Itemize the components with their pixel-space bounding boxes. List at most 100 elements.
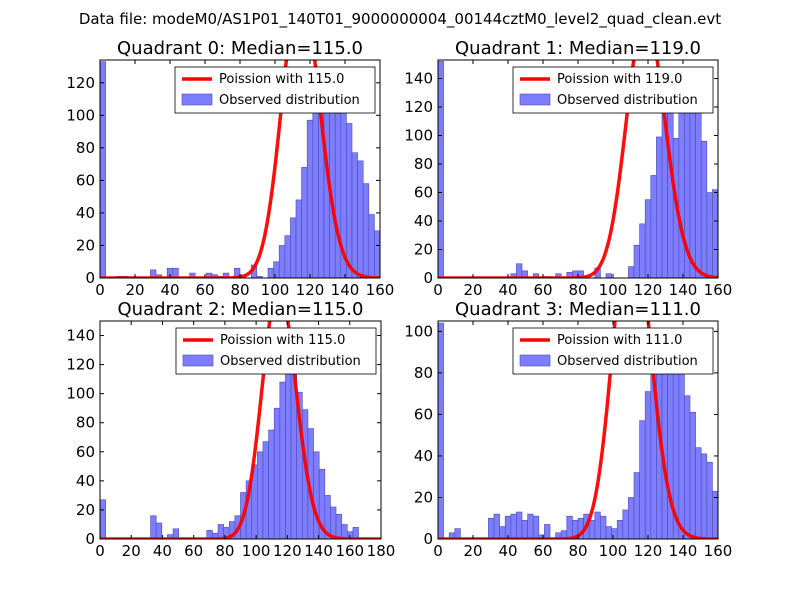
x-tick-label: 0 (95, 542, 105, 560)
y-tick-label: 120 (66, 74, 95, 92)
legend-bar-swatch (182, 354, 214, 367)
y-tick-label: 140 (66, 327, 95, 345)
legend-poisson-label: Poission with 115.0 (219, 72, 344, 87)
histogram-bar (521, 270, 528, 278)
histogram-bar (616, 520, 624, 539)
x-tick-label: 160 (704, 281, 733, 299)
histogram-bar (532, 273, 540, 278)
histogram-bar (189, 272, 196, 278)
x-tick-label: 120 (634, 542, 663, 560)
histogram-bar (330, 506, 337, 539)
histogram-bar (740, 271, 746, 278)
y-tick-label: 40 (414, 212, 433, 230)
subplot-quadrant-3: 0 20 40 60 80 100 120 140 160 0 20 40 60 80 100 Quadran… (404, 299, 746, 560)
legend-poisson-label: Poission with 115.0 (220, 333, 345, 348)
histogram-bar (712, 189, 718, 278)
histogram-bar (438, 61, 444, 278)
x-tick-label: 0 (95, 281, 105, 299)
x-tick-label: 60 (195, 281, 214, 299)
histogram-bar (334, 113, 342, 278)
histogram-bar (689, 412, 696, 539)
histogram-bar (644, 199, 652, 278)
poisson-curve (100, 321, 381, 539)
histogram-bar (729, 531, 735, 539)
histogram-bar (438, 322, 444, 539)
legend-box (175, 327, 377, 375)
subplot-quadrant-1: 0 20 40 60 80 100 120 140 160 0 20 40 60 80 100 120 140 Q… (404, 38, 758, 299)
y-tick-label: 60 (76, 443, 95, 461)
x-tick-label: 20 (463, 542, 482, 560)
histogram-bar (357, 160, 364, 278)
x-tick-label: 160 (366, 281, 395, 299)
histogram-bar (379, 245, 380, 278)
histogram-bar (752, 274, 758, 278)
histogram-bar (306, 119, 314, 278)
x-tick-label: 20 (125, 281, 144, 299)
y-tick-label: 80 (414, 155, 433, 173)
histogram-bar (257, 451, 264, 539)
histogram-bar (313, 451, 320, 539)
y-tick-label: 40 (76, 204, 95, 222)
y-tick-label: 0 (423, 530, 433, 548)
x-tick-label: 100 (261, 281, 290, 299)
histogram-bar (717, 216, 718, 278)
legend: Poission with 111.0 Observed distribution (512, 327, 714, 375)
legend: Poission with 115.0 Observed distribution (175, 327, 377, 375)
histogram-bar (706, 461, 713, 539)
histogram-bar (712, 490, 718, 539)
histogram-bar (746, 274, 752, 278)
plot-area (100, 321, 381, 539)
legend-observed-label: Observed distribution (219, 93, 360, 108)
y-tick-label: 60 (414, 405, 433, 423)
histogram-bar (724, 235, 730, 278)
legend-bar-swatch (519, 93, 551, 106)
x-tick-label: 0 (433, 281, 443, 299)
y-tick-label: 0 (423, 269, 433, 287)
histogram-bar (397, 271, 403, 278)
subplots-grid: 0 20 40 60 80 100 120 140 160 0 20 40 60 80 100 120 Quad… (66, 38, 758, 560)
histogram-bar (493, 513, 500, 539)
histogram-bar (488, 517, 495, 539)
y-tick-label: 80 (76, 414, 95, 432)
y-tick-label: 100 (404, 322, 433, 340)
legend: Poission with 115.0 Observed distribution (174, 66, 376, 114)
x-tick-label: 60 (533, 542, 552, 560)
histogram-bar (706, 192, 713, 278)
histogram-bar (100, 61, 106, 278)
histogram-bar (628, 266, 635, 278)
legend-observed-label: Observed distribution (557, 93, 698, 108)
y-tick-label: 40 (414, 447, 433, 465)
y-tick-label: 0 (85, 530, 95, 548)
x-tick-label: 100 (242, 542, 271, 560)
y-tick-label: 80 (76, 139, 95, 157)
y-tick-label: 120 (66, 356, 95, 374)
histogram-bar (695, 447, 702, 539)
y-tick-label: 100 (66, 385, 95, 403)
x-tick-label: 20 (463, 281, 482, 299)
y-tick-label: 20 (76, 501, 95, 519)
histogram-bar (689, 106, 696, 278)
legend-poisson-label: Poission with 111.0 (557, 333, 682, 348)
x-tick-label: 40 (498, 281, 517, 299)
histogram-bar (700, 453, 708, 539)
histogram-bar (312, 106, 319, 278)
subplot-title: Quadrant 0: Median=115.0 (117, 38, 363, 59)
x-tick-label: 140 (669, 281, 698, 299)
histogram-bar (695, 112, 702, 278)
plot-area (438, 321, 746, 539)
histogram-bar (544, 524, 551, 539)
legend-bar-swatch (181, 93, 213, 106)
histogram-bar (650, 175, 657, 278)
x-tick-label: 80 (230, 281, 249, 299)
x-tick-label: 0 (433, 542, 443, 560)
histogram-bar (633, 244, 640, 278)
histogram-bar (527, 513, 534, 539)
histogram-bar (588, 520, 596, 539)
x-tick-label: 120 (296, 281, 325, 299)
subplot-quadrant-2: 0 20 40 60 80 100 120 140 160 1800204060801001201… (66, 299, 395, 560)
histogram-bar (740, 533, 746, 539)
x-tick-label: 160 (704, 542, 733, 560)
histogram-bar (284, 235, 291, 278)
histogram-bar (667, 108, 674, 278)
y-tick-label: 0 (85, 269, 95, 287)
